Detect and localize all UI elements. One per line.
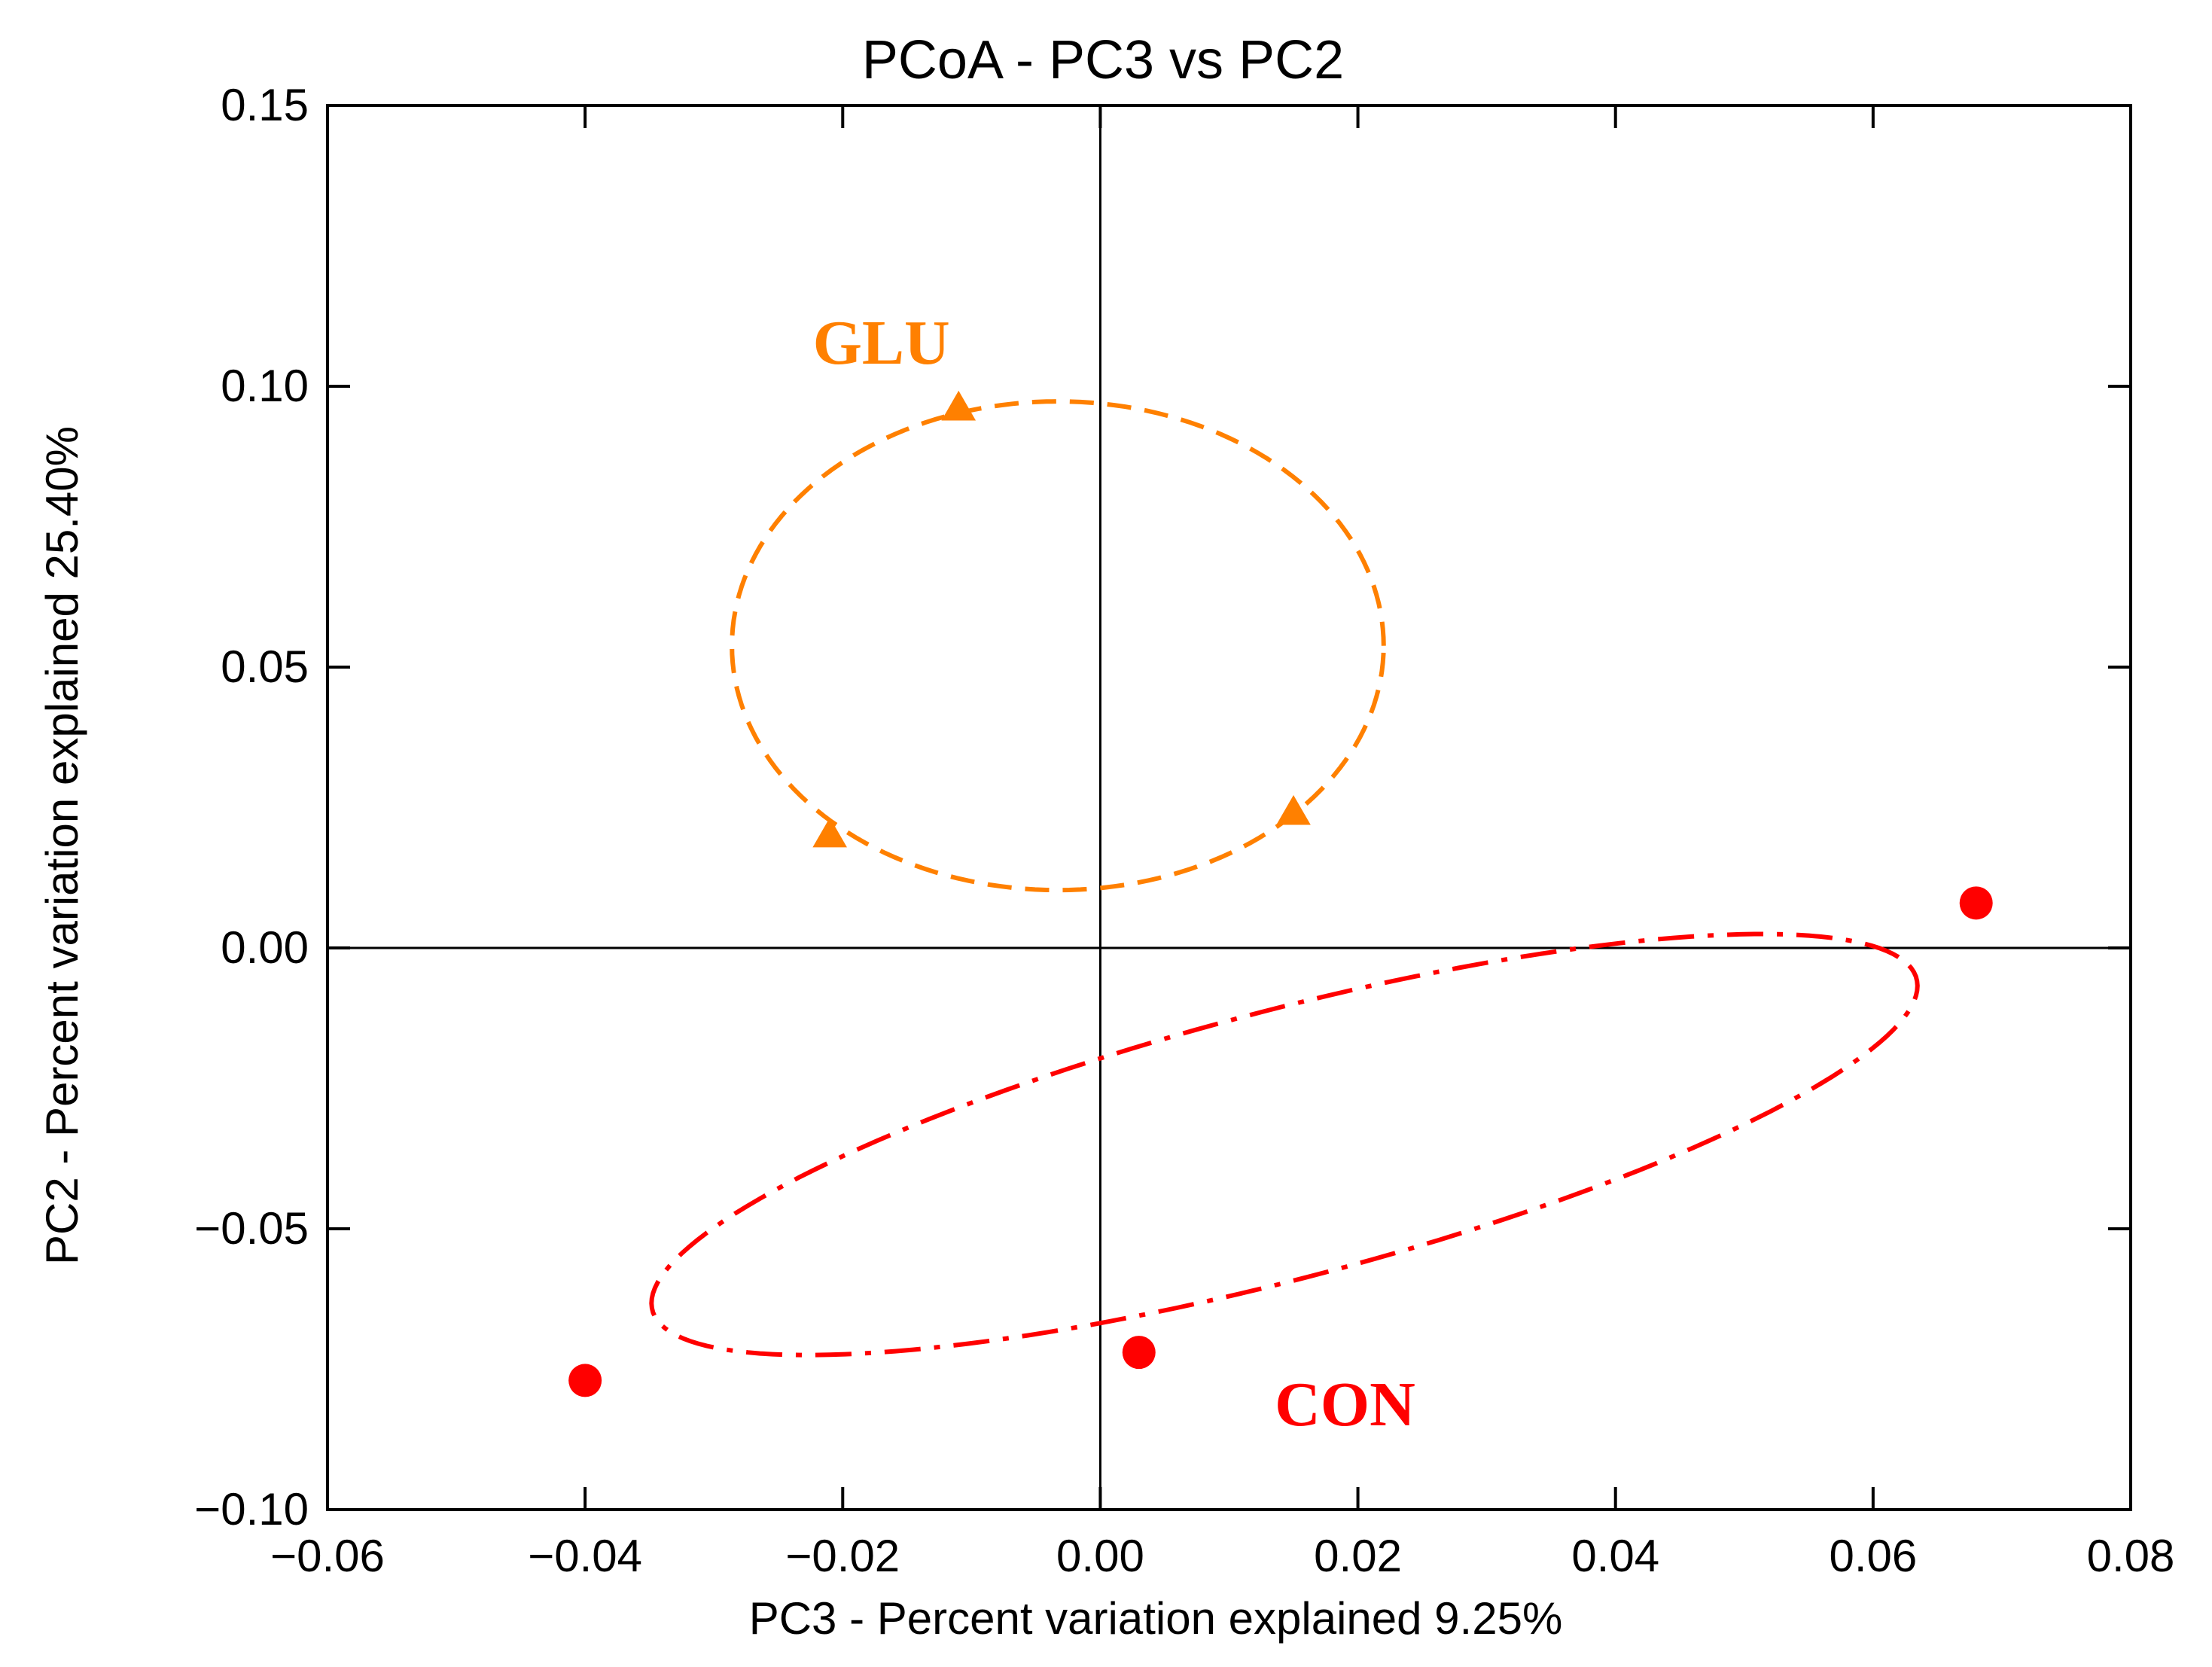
- x-tick-label: −0.06: [270, 1531, 385, 1581]
- y-tick-label: −0.10: [194, 1484, 309, 1534]
- y-tick-label: 0.00: [221, 922, 309, 973]
- x-tick-label: −0.02: [785, 1531, 900, 1581]
- glu-point-triangle: [1276, 794, 1311, 825]
- x-axis-label: PC3 - Percent variation explained 9.25%: [749, 1593, 1563, 1644]
- con-ellipse: [649, 931, 1920, 1358]
- glu-point-triangle: [812, 817, 847, 848]
- y-axis-label: PC2 - Percent variation explained 25.40%: [37, 426, 87, 1265]
- x-tick-label: 0.02: [1314, 1531, 1402, 1581]
- x-tick-label: −0.04: [528, 1531, 642, 1581]
- plot-frame: [326, 104, 2132, 1511]
- x-tick-label: 0.06: [1829, 1531, 1917, 1581]
- chart-title: PCoA - PC3 vs PC2: [862, 30, 1344, 90]
- x-tick-label: 0.00: [1056, 1531, 1144, 1581]
- con-point-circle: [1959, 886, 1993, 920]
- y-tick-label: 0.15: [221, 80, 309, 130]
- x-tick-label: 0.08: [2087, 1531, 2175, 1581]
- con-group-label: CON: [1275, 1370, 1415, 1440]
- plot-area: −0.06 −0.04 −0.02 0.00 0.02 0.04 0.06 0.08 −0.10…: [194, 80, 2174, 1581]
- y-tick-label: 0.05: [221, 642, 309, 692]
- con-point-circle: [1122, 1336, 1156, 1370]
- x-tick-label: 0.04: [1571, 1531, 1659, 1581]
- con-point-circle: [568, 1364, 602, 1397]
- glu-point-triangle: [941, 390, 977, 421]
- y-tick-label: 0.10: [221, 361, 309, 411]
- glu-group-label: GLU: [813, 308, 950, 378]
- glu-ellipse: [730, 399, 1386, 893]
- y-tick-label: −0.05: [194, 1203, 309, 1254]
